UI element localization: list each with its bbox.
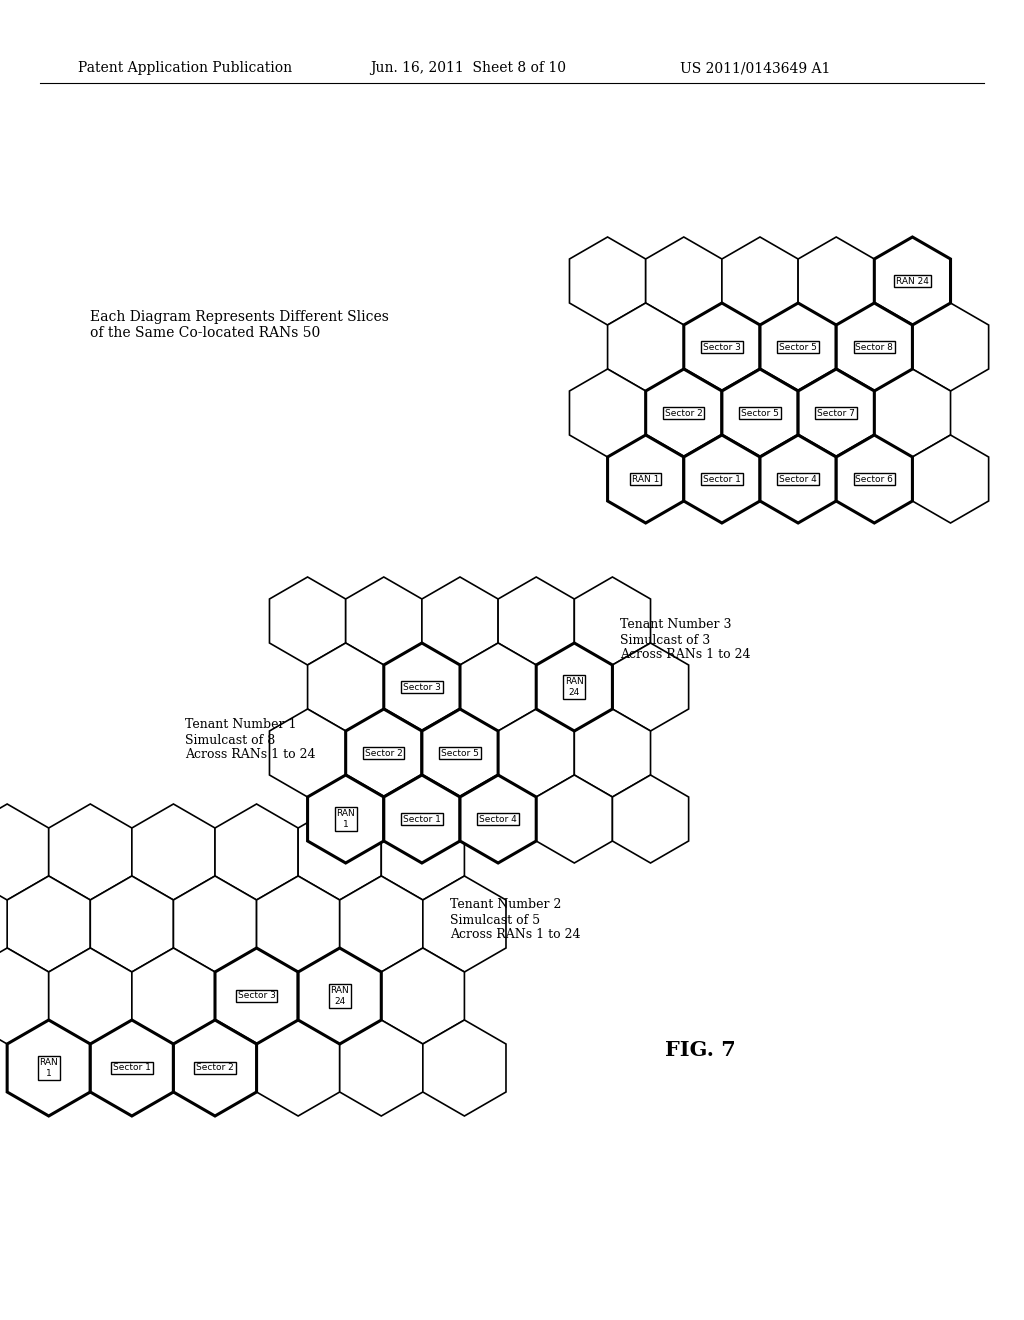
Polygon shape — [498, 709, 574, 797]
Text: Sector 8: Sector 8 — [855, 342, 893, 351]
Polygon shape — [298, 804, 381, 900]
Polygon shape — [760, 436, 837, 523]
Polygon shape — [346, 709, 422, 797]
Text: Jun. 16, 2011  Sheet 8 of 10: Jun. 16, 2011 Sheet 8 of 10 — [370, 61, 566, 75]
Polygon shape — [381, 948, 465, 1044]
Polygon shape — [874, 370, 950, 457]
Polygon shape — [7, 876, 90, 972]
Polygon shape — [257, 1020, 340, 1115]
Polygon shape — [646, 238, 722, 325]
Text: RAN
1: RAN 1 — [336, 809, 355, 829]
Polygon shape — [912, 436, 988, 523]
Text: RAN
1: RAN 1 — [39, 1059, 58, 1077]
Polygon shape — [460, 643, 537, 731]
Text: Sector 1: Sector 1 — [702, 474, 740, 483]
Text: Tenant Number 1
Simulcast of 8
Across RANs 1 to 24: Tenant Number 1 Simulcast of 8 Across RA… — [185, 718, 315, 762]
Polygon shape — [574, 577, 650, 665]
Polygon shape — [7, 1020, 90, 1115]
Text: Sector 2: Sector 2 — [365, 748, 402, 758]
Polygon shape — [340, 1020, 423, 1115]
Text: Sector 4: Sector 4 — [479, 814, 517, 824]
Text: Tenant Number 2
Simulcast of 5
Across RANs 1 to 24: Tenant Number 2 Simulcast of 5 Across RA… — [450, 899, 581, 941]
Polygon shape — [307, 643, 384, 731]
Polygon shape — [257, 876, 340, 972]
Polygon shape — [537, 775, 612, 863]
Polygon shape — [498, 577, 574, 665]
Text: Each Diagram Represents Different Slices
of the Same Co-located RANs 50: Each Diagram Represents Different Slices… — [90, 310, 389, 341]
Polygon shape — [837, 436, 912, 523]
Polygon shape — [646, 370, 722, 457]
Polygon shape — [607, 304, 684, 391]
Text: Sector 2: Sector 2 — [197, 1064, 233, 1072]
Polygon shape — [0, 804, 49, 900]
Polygon shape — [684, 436, 760, 523]
Polygon shape — [384, 775, 460, 863]
Polygon shape — [569, 238, 646, 325]
Text: Patent Application Publication: Patent Application Publication — [78, 61, 292, 75]
Polygon shape — [384, 643, 460, 731]
Polygon shape — [132, 948, 215, 1044]
Text: RAN
24: RAN 24 — [565, 677, 584, 697]
Text: RAN 24: RAN 24 — [896, 276, 929, 285]
Polygon shape — [760, 304, 837, 391]
Polygon shape — [423, 876, 506, 972]
Text: Sector 5: Sector 5 — [741, 408, 779, 417]
Polygon shape — [574, 709, 650, 797]
Polygon shape — [684, 304, 760, 391]
Polygon shape — [269, 709, 346, 797]
Polygon shape — [49, 804, 132, 900]
Polygon shape — [269, 577, 346, 665]
Text: Sector 6: Sector 6 — [855, 474, 893, 483]
Polygon shape — [173, 1020, 257, 1115]
Text: Sector 1: Sector 1 — [403, 814, 441, 824]
Polygon shape — [422, 709, 498, 797]
Polygon shape — [215, 948, 298, 1044]
Text: Sector 1: Sector 1 — [113, 1064, 151, 1072]
Text: Tenant Number 3
Simulcast of 3
Across RANs 1 to 24: Tenant Number 3 Simulcast of 3 Across RA… — [620, 619, 751, 661]
Polygon shape — [722, 370, 798, 457]
Polygon shape — [537, 643, 612, 731]
Text: Sector 7: Sector 7 — [817, 408, 855, 417]
Polygon shape — [612, 775, 688, 863]
Polygon shape — [837, 304, 912, 391]
Polygon shape — [132, 804, 215, 900]
Text: RAN 1: RAN 1 — [632, 474, 659, 483]
Text: Sector 3: Sector 3 — [238, 991, 275, 1001]
Polygon shape — [90, 1020, 173, 1115]
Polygon shape — [340, 876, 423, 972]
Text: Sector 2: Sector 2 — [665, 408, 702, 417]
Polygon shape — [722, 238, 798, 325]
Polygon shape — [381, 804, 465, 900]
Polygon shape — [346, 577, 422, 665]
Polygon shape — [460, 775, 537, 863]
Text: Sector 4: Sector 4 — [779, 474, 817, 483]
Polygon shape — [912, 304, 988, 391]
Polygon shape — [422, 577, 498, 665]
Polygon shape — [798, 238, 874, 325]
Text: US 2011/0143649 A1: US 2011/0143649 A1 — [680, 61, 830, 75]
Polygon shape — [215, 804, 298, 900]
Text: Sector 5: Sector 5 — [441, 748, 479, 758]
Polygon shape — [612, 643, 688, 731]
Text: RAN
24: RAN 24 — [331, 986, 349, 1006]
Polygon shape — [569, 370, 646, 457]
Text: Sector 3: Sector 3 — [702, 342, 740, 351]
Polygon shape — [49, 948, 132, 1044]
Polygon shape — [607, 436, 684, 523]
Polygon shape — [173, 876, 257, 972]
Polygon shape — [90, 876, 173, 972]
Polygon shape — [307, 775, 384, 863]
Text: FIG. 7: FIG. 7 — [665, 1040, 735, 1060]
Polygon shape — [0, 948, 49, 1044]
Text: Sector 5: Sector 5 — [779, 342, 817, 351]
Polygon shape — [874, 238, 950, 325]
Polygon shape — [798, 370, 874, 457]
Polygon shape — [298, 948, 381, 1044]
Text: Sector 3: Sector 3 — [403, 682, 441, 692]
Polygon shape — [423, 1020, 506, 1115]
